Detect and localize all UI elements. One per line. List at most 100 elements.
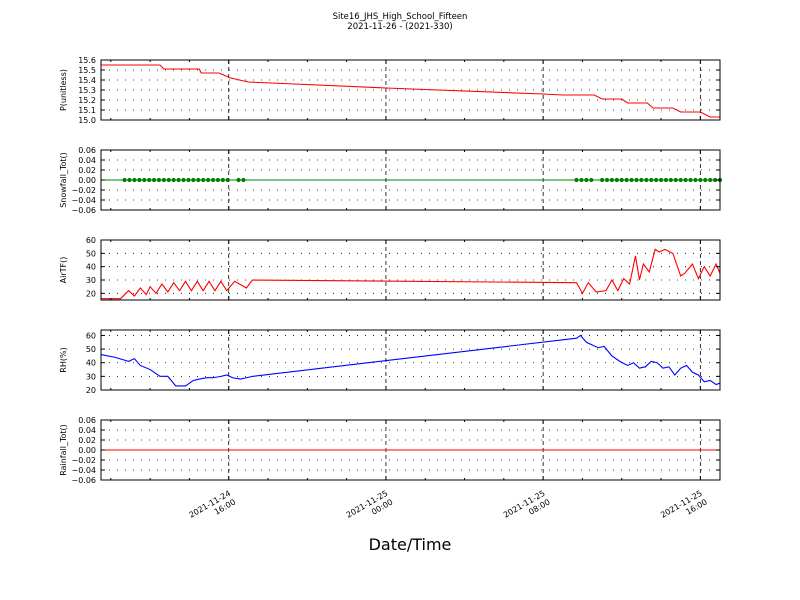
- snowfall-ytick-label-6: 0.06: [78, 146, 96, 155]
- snowfall-ytick-label-0: −0.06: [71, 206, 96, 215]
- snowfall-marker-31: [614, 177, 619, 183]
- rh-ytick-label-3: 50: [86, 345, 96, 354]
- snowfall-ytick-label-1: −0.04: [71, 196, 96, 205]
- snowfall-marker-35: [634, 177, 639, 183]
- snowfall-marker-47: [693, 177, 698, 183]
- snowfall-marker-45: [683, 177, 688, 183]
- pressure-ytick-label-3: 15.3: [78, 86, 96, 95]
- snowfall-marker-9: [166, 177, 171, 183]
- panel-rainfall: −0.06−0.04−0.020.000.020.040.06 Rainfall_…: [59, 416, 721, 485]
- snowfall-marker-18: [210, 177, 216, 183]
- rh-plot-frame: [100, 329, 721, 391]
- snowfall-marker-28: [599, 177, 605, 183]
- pressure-ytick-label-2: 15.2: [78, 96, 96, 105]
- airtf-ytick-label-3: 50: [86, 249, 96, 258]
- snowfall-marker-4: [142, 177, 147, 183]
- snowfall-marker-23: [241, 177, 246, 183]
- rainfall-ytick-label-3: 0.00: [78, 446, 96, 455]
- pressure-ytick-label-6: 15.6: [78, 56, 96, 65]
- panel-rh: 20 30 40 50 60 RH(%): [59, 329, 721, 395]
- panel-snowfall: −0.06−0.04−0.020.000.020.040.06 Snowfall_…: [59, 146, 723, 215]
- snowfall-marker-44: [678, 177, 683, 183]
- pressure-ytick-label-5: 15.5: [78, 66, 96, 75]
- snowfall-marker-36: [639, 177, 644, 183]
- snowfall-marker-8: [161, 177, 166, 183]
- snowfall-marker-46: [688, 177, 693, 183]
- airtf-series-line: [101, 248, 721, 300]
- snowfall-marker-3: [137, 177, 142, 183]
- snowfall-marker-29: [604, 177, 610, 183]
- snowfall-ytick-label-2: −0.02: [71, 186, 96, 195]
- snowfall-marker-11: [176, 177, 181, 183]
- airtf-ytick-label-1: 30: [86, 276, 96, 285]
- snowfall-marker-19: [215, 177, 221, 183]
- airtf-plot-frame: [100, 239, 721, 301]
- snowfall-marker-10: [171, 177, 176, 183]
- rainfall-ytick-label-0: −0.06: [71, 476, 96, 485]
- snowfall-marker-41: [663, 177, 669, 183]
- snowfall-marker-12: [181, 177, 186, 183]
- snowfall-marker-38: [649, 177, 654, 183]
- snowfall-marker-14: [191, 177, 196, 183]
- pressure-ytick-label-4: 15.4: [78, 76, 96, 85]
- rh-ytick-label-1: 30: [86, 372, 96, 381]
- snowfall-marker-39: [654, 177, 659, 183]
- snowfall-ytick-label-3: 0.00: [78, 176, 96, 185]
- pressure-ytick-label-0: 15.0: [78, 116, 96, 125]
- chart-panels: 15.015.115.215.315.415.515.6 P(unitless) −…: [59, 56, 723, 485]
- chart-subtitle: 2021-11-26 - (2021-330): [347, 22, 452, 32]
- snowfall-marker-40: [658, 177, 664, 183]
- snowfall-marker-49: [703, 177, 708, 183]
- chart-title: Site16_JHS_High_School_Fifteen: [333, 12, 468, 22]
- pressure-ytick-label-1: 15.1: [78, 106, 96, 115]
- snowfall-marker-43: [673, 177, 678, 183]
- rh-ytick-label-0: 20: [86, 386, 96, 395]
- snowfall-marker-0: [122, 177, 127, 183]
- airtf-ytick-label-4: 60: [86, 236, 96, 245]
- snowfall-marker-34: [629, 177, 634, 183]
- snowfall-marker-32: [619, 177, 624, 183]
- panel-airtf: 20 30 40 50 60 AirTF(): [59, 236, 721, 301]
- snowfall-marker-15: [196, 177, 201, 183]
- snowfall-marker-27: [589, 177, 594, 183]
- pressure-series-line: [101, 64, 720, 118]
- airtf-ytick-label-2: 40: [86, 263, 96, 272]
- snowfall-marker-37: [644, 177, 649, 183]
- snowfall-ytick-label-5: 0.04: [78, 156, 96, 165]
- snowfall-marker-50: [708, 177, 713, 183]
- snowfall-marker-6: [151, 177, 157, 183]
- snowfall-marker-7: [156, 177, 162, 183]
- rainfall-ytick-label-1: −0.04: [71, 466, 96, 475]
- snowfall-marker-25: [579, 177, 584, 183]
- rainfall-ytick-label-2: −0.02: [71, 456, 96, 465]
- snowfall-marker-42: [668, 177, 673, 183]
- snowfall-marker-22: [236, 177, 241, 183]
- airtf-ylabel: AirTF(): [59, 257, 68, 284]
- snowfall-marker-5: [147, 177, 152, 183]
- snowfall-marker-13: [186, 177, 191, 183]
- snowfall-marker-30: [609, 177, 615, 183]
- rh-ytick-label-4: 60: [86, 331, 96, 340]
- snowfall-marker-51: [712, 177, 718, 183]
- pressure-ylabel: P(unitless): [59, 69, 68, 111]
- rh-ylabel: RH(%): [59, 347, 68, 372]
- snowfall-marker-33: [624, 177, 629, 183]
- snowfall-marker-48: [698, 177, 703, 183]
- snowfall-marker-1: [127, 177, 132, 183]
- rainfall-ytick-label-5: 0.04: [78, 426, 96, 435]
- snowfall-marker-26: [584, 177, 589, 183]
- snowfall-marker-16: [201, 177, 206, 183]
- rainfall-ylabel: Rainfall_Tot(): [59, 424, 68, 476]
- rainfall-ytick-label-4: 0.02: [78, 436, 96, 445]
- snowfall-marker-21: [225, 177, 230, 183]
- snowfall-marker-2: [132, 177, 137, 183]
- airtf-ytick-label-0: 20: [86, 289, 96, 298]
- x-axis-label: Date/Time: [369, 535, 452, 554]
- snowfall-ytick-label-4: 0.02: [78, 166, 96, 175]
- rh-ytick-label-2: 40: [86, 359, 96, 368]
